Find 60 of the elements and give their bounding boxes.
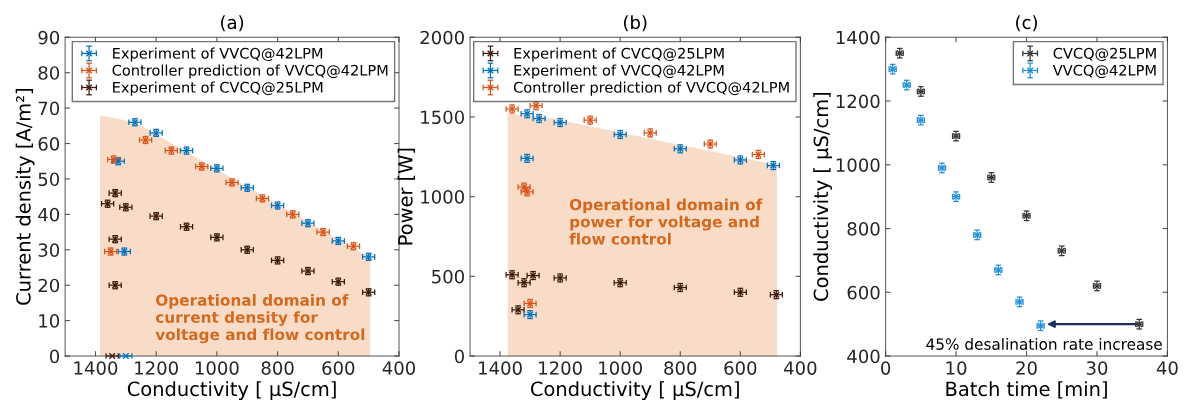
legend-label: Controller prediction of VVCQ@42LPM [513,81,789,96]
y-tick-label: 1500 [421,110,464,125]
annotation: Operational domain of power for voltage and flow control [569,198,763,245]
y-tick-label: 800 [847,221,880,236]
y-tick-label: 40 [38,207,60,222]
legend-label: Experiment of VVCQ@42LPM [514,64,724,79]
y-tick-label: 90 [38,30,60,45]
x-axis-title: Batch time [min] [946,381,1107,399]
y-tick-label: 0 [49,349,60,364]
y-tick-label: 500 [432,269,464,284]
x-tick-label: 0 [881,361,891,375]
y-tick-label: 50 [38,172,60,187]
point [122,352,130,360]
x-tick-label: 1200 [135,361,178,375]
y-tick-label: 80 [38,66,60,80]
legend-label: Experiment of VVCQ@42LPM [113,47,323,62]
legend-label: Experiment of CVCQ@25LPM [113,81,323,96]
x-tick-label: 600 [724,361,757,375]
x-tick-label: 1000 [195,361,239,375]
x-axis-title: Conductivity [ μS/cm] [530,381,739,400]
legend-label: CVCQ@25LPM [1053,47,1156,62]
y-tick-label: 400 [847,349,880,364]
chart-title: (b) [623,15,647,32]
x-tick-label: 800 [261,361,294,375]
y-tick-label: 70 [38,101,60,116]
x-tick-label: 400 [784,361,817,375]
x-tick-label: 800 [664,361,697,375]
x-tick-label: 1400 [479,361,522,375]
y-tick-label: 1000 [421,190,464,204]
y-tick-label: 20 [38,278,60,293]
x-tick-label: 1400 [74,361,118,375]
x-tick-label: 10 [946,361,967,375]
y-axis-title: Power [W] [397,148,415,245]
y-tick-label: 0 [454,349,464,364]
y-tick-label: 1200 [836,94,880,109]
point [108,352,116,360]
x-tick-label: 400 [382,361,416,375]
x-tick-label: 1000 [599,361,642,375]
x-tick-label: 30 [1086,361,1108,375]
legend-label: VVCQ@42LPM [1052,64,1156,79]
y-axis-title: Current density [A/m²] [15,89,35,305]
x-tick-label: 1200 [539,361,582,375]
chart-title: (a) [221,15,244,32]
annotation: 45% desalination rate increase [926,338,1162,350]
y-tick-label: 600 [847,285,880,300]
y-axis-title: Conductivity [ μS/cm] [813,93,833,301]
x-tick-label: 600 [322,361,355,375]
y-tick-label: 60 [38,136,60,151]
x-axis-title: Conductivity [ μS/cm] [127,381,336,400]
y-tick-label: 10 [39,314,60,328]
legend-label: Controller prediction of VVCQ@42LPM [112,64,388,79]
annotation: Operational domain of current density for voltage and flow control [155,294,365,344]
y-tick-label: 1400 [836,30,880,45]
x-tick-label: 20 [1016,361,1037,375]
chart-title: (c) [1016,15,1037,32]
x-tick-label: 40 [1156,361,1178,375]
legend-label: Experiment of CVCQ@25LPM [514,47,724,62]
y-tick-label: 2000 [420,30,464,45]
y-tick-label: 1000 [836,158,880,172]
y-tick-label: 30 [38,243,60,257]
